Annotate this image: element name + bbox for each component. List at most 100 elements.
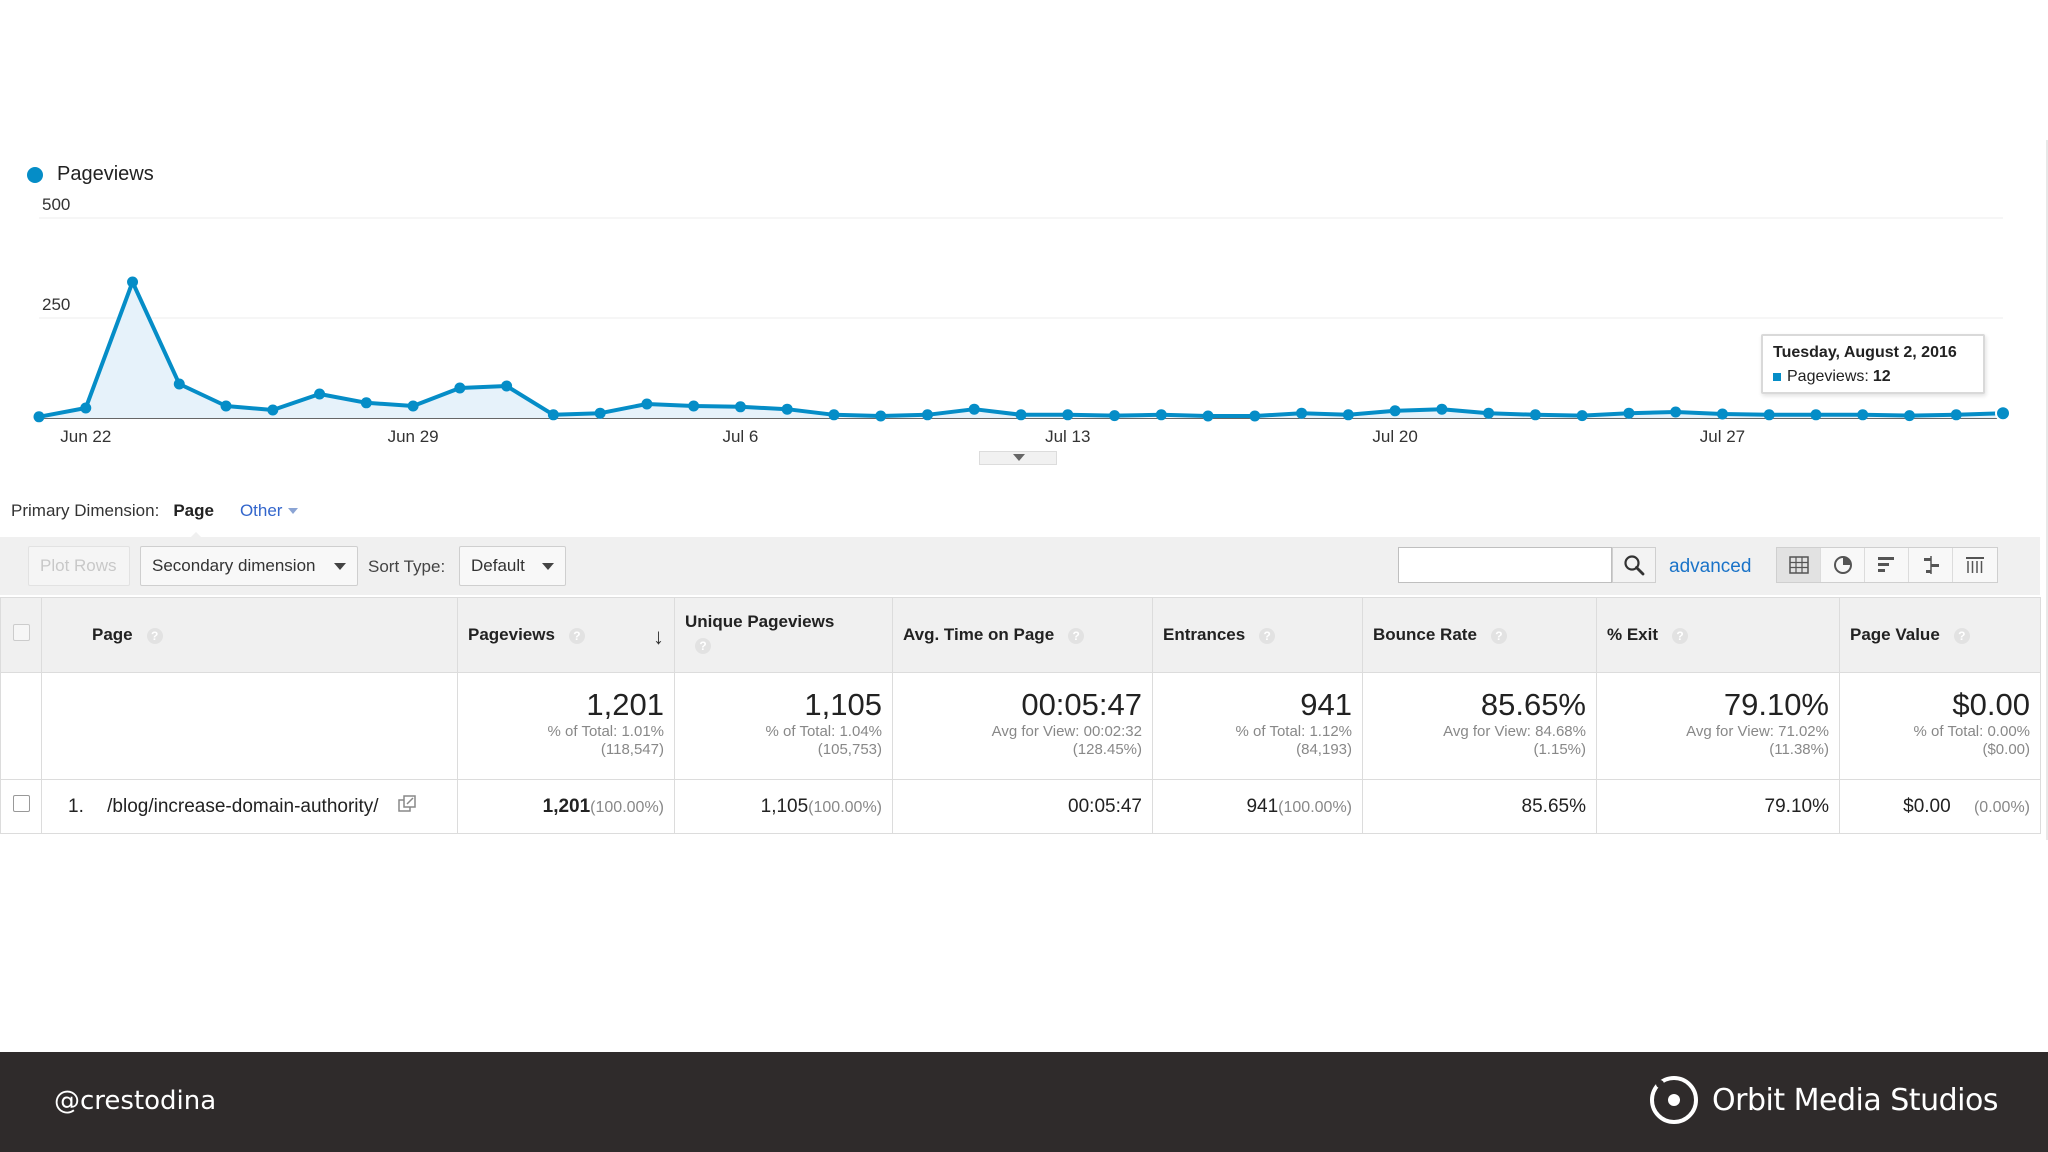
pageviews-line-chart[interactable]: 500 250 Jun 22 Jun 29 Jul 6 Jul 13 Jul 20 Jul 2… (0, 190, 2020, 450)
data-point (220, 400, 232, 412)
secondary-dimension-dropdown[interactable]: Secondary dimension (140, 546, 358, 586)
secondary-dimension-label: Secondary dimension (152, 556, 316, 575)
data-point (781, 403, 793, 415)
x-tick-label: Jul 27 (1700, 427, 1745, 446)
advanced-filter-link[interactable]: advanced (1669, 556, 1752, 577)
data-point (1995, 405, 2011, 422)
data-point (1015, 409, 1027, 421)
help-icon[interactable]: ? (1068, 627, 1085, 644)
total-value: 00:05:47 (1021, 687, 1142, 722)
column-header-exit[interactable]: % Exit? (1596, 597, 1840, 673)
primary-dimension-page[interactable]: Page (173, 501, 214, 541)
sort-type-dropdown[interactable]: Default (459, 546, 566, 586)
data-point (1576, 410, 1588, 422)
total-detail: % of Total: 1.01% (547, 723, 664, 740)
primary-dimension-label: Primary Dimension: (11, 501, 160, 520)
column-label: % Exit (1607, 625, 1659, 644)
row-checkbox[interactable] (12, 795, 30, 812)
orbit-logo-icon (1650, 1076, 1698, 1124)
data-point (501, 380, 513, 392)
data-point (1202, 410, 1214, 422)
data-point (173, 378, 185, 390)
help-icon[interactable]: ? (146, 627, 163, 644)
bar-list-icon (1877, 557, 1894, 572)
row-avg-time: 00:05:47 (1068, 795, 1142, 817)
total-value: $0.00 (1952, 687, 2030, 722)
data-point (1623, 407, 1635, 419)
chart-collapse-handle[interactable] (979, 451, 1057, 465)
data-point (407, 400, 419, 412)
search-button[interactable] (1612, 547, 1656, 583)
brand-logo-lockup: Orbit Media Studios (1648, 1074, 1998, 1126)
open-in-new-window-icon[interactable] (398, 794, 416, 819)
column-header-bounce-rate[interactable]: Bounce Rate? (1362, 597, 1597, 673)
total-detail: (128.45%) (1072, 741, 1142, 758)
y-tick-label: 500 (42, 195, 70, 214)
primary-dimension-bar: Primary Dimension: Page Other (11, 501, 299, 541)
total-value: 1,201 (586, 687, 664, 722)
data-point (1109, 410, 1121, 422)
data-point (1857, 409, 1869, 421)
column-header-page[interactable]: Page? (41, 597, 458, 673)
row-value: $0.00 (1903, 795, 1951, 817)
help-icon[interactable]: ? (1953, 627, 1970, 644)
column-label: Entrances (1163, 625, 1246, 644)
row-unique-pct: (100.00%) (808, 798, 882, 816)
grid-table-icon (1788, 556, 1809, 574)
series-line-pageviews (38, 280, 2004, 419)
data-point (1483, 407, 1495, 419)
x-tick-label: Jun 22 (60, 427, 111, 446)
panel-edge (2046, 140, 2048, 840)
chart-legend[interactable]: Pageviews (27, 163, 154, 186)
plot-rows-button[interactable]: Plot Rows (28, 546, 130, 586)
data-point (1903, 410, 1915, 422)
help-icon[interactable]: ? (1259, 627, 1276, 644)
column-label: Pageviews (468, 625, 555, 644)
data-point (314, 388, 326, 400)
series-dot-icon (27, 166, 43, 183)
row-value-cell: $0.00 (0.00%) (1839, 779, 2041, 834)
performance-view-button[interactable] (1865, 548, 1909, 582)
primary-dimension-other[interactable]: Other (240, 501, 299, 521)
data-point (454, 382, 466, 394)
chevron-down-icon (1013, 454, 1025, 461)
row-avg-time-cell: 00:05:47 (892, 779, 1153, 834)
row-page-link[interactable]: /blog/increase-domain-authority/ (107, 795, 379, 817)
help-icon[interactable]: ? (568, 627, 585, 644)
select-all-checkbox[interactable] (12, 624, 30, 641)
column-header-page-value[interactable]: Page Value? (1839, 597, 2041, 673)
data-point (1529, 409, 1541, 421)
column-label: Avg. Time on Page (903, 625, 1055, 644)
twitter-handle: @crestodina (54, 1086, 217, 1116)
total-value: 85.65% (1480, 687, 1586, 722)
column-header-avg-time[interactable]: Avg. Time on Page? (892, 597, 1153, 673)
total-detail: Avg for View: 84.68% (1443, 723, 1586, 740)
data-point (828, 409, 840, 421)
percentage-view-button[interactable] (1821, 548, 1865, 582)
tooltip-value: 12 (1872, 368, 1891, 385)
help-icon[interactable]: ? (695, 638, 711, 654)
data-point (127, 276, 139, 288)
row-pageviews: 1,201 (542, 795, 591, 817)
term-cloud-view-button[interactable] (1953, 548, 1997, 582)
table-row[interactable]: 1. /blog/increase-domain-authority/ 1,20… (0, 779, 2041, 834)
pivot-columns-icon (1966, 557, 1984, 573)
help-icon[interactable]: ? (1490, 627, 1507, 644)
data-table-view-button[interactable] (1777, 548, 1821, 582)
row-select-cell (0, 779, 42, 834)
comparison-view-button[interactable] (1909, 548, 1953, 582)
tooltip-metric: Pageviews: 12 (1773, 368, 1973, 386)
total-detail: Avg for View: 71.02% (1686, 723, 1829, 740)
column-header-entrances[interactable]: Entrances? (1152, 597, 1363, 673)
legend-label: Pageviews (57, 163, 154, 185)
data-point (1389, 405, 1401, 417)
table-search-input[interactable] (1398, 547, 1612, 583)
help-icon[interactable]: ? (1672, 627, 1689, 644)
row-exit-cell: 79.10% (1596, 779, 1840, 834)
slide-footer: @crestodina Orbit Media Studios (0, 1052, 2048, 1152)
column-header-unique-pageviews[interactable]: Unique Pageviews ? (674, 597, 893, 673)
column-header-pageviews[interactable]: Pageviews? ↓ (457, 597, 675, 673)
caret-down-icon (288, 508, 299, 514)
table-view-switcher (1776, 547, 1998, 583)
other-label: Other (239, 501, 283, 520)
